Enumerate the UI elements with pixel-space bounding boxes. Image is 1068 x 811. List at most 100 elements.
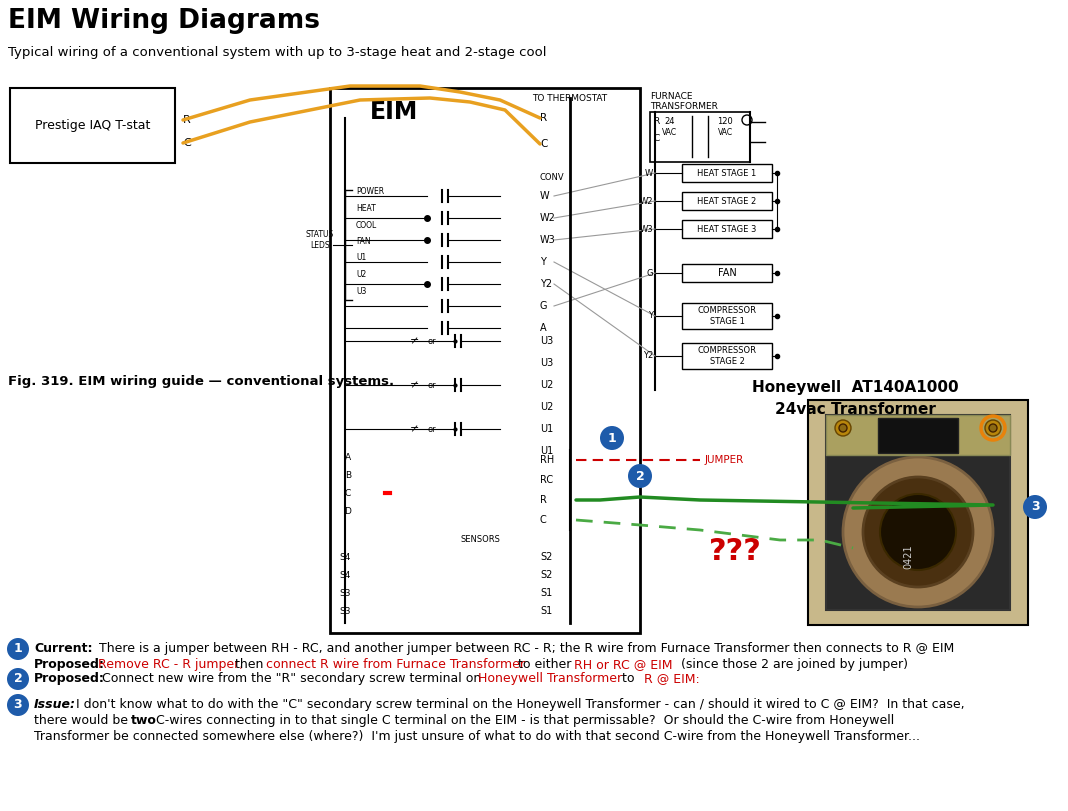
Text: S2: S2 — [540, 570, 552, 580]
Bar — [412, 204, 431, 212]
Bar — [500, 131, 536, 157]
Bar — [500, 602, 536, 620]
Text: Y2: Y2 — [540, 279, 552, 289]
Bar — [500, 251, 536, 273]
Bar — [355, 502, 384, 520]
Bar — [500, 566, 536, 584]
Text: (since those 2 are joined by jumper): (since those 2 are joined by jumper) — [677, 658, 908, 671]
Bar — [412, 221, 431, 229]
Text: POWER: POWER — [356, 187, 384, 196]
Text: R: R — [183, 115, 191, 125]
Text: U2: U2 — [540, 380, 553, 390]
Circle shape — [1023, 495, 1047, 519]
Text: S1: S1 — [540, 588, 552, 598]
Bar — [500, 450, 536, 470]
Bar — [500, 131, 536, 157]
Text: connect R wire from Furnace Transformer: connect R wire from Furnace Transformer — [266, 658, 525, 671]
Text: JUMPER: JUMPER — [705, 455, 744, 465]
Bar — [650, 112, 750, 162]
Text: S3: S3 — [340, 589, 351, 598]
Text: G: G — [646, 268, 653, 277]
Text: W3: W3 — [640, 225, 653, 234]
Bar — [500, 207, 536, 229]
Text: 1: 1 — [14, 642, 22, 655]
Text: U3: U3 — [356, 286, 366, 295]
Bar — [682, 264, 772, 282]
Text: W: W — [540, 191, 550, 201]
Text: 3: 3 — [14, 698, 22, 711]
Circle shape — [7, 638, 29, 660]
Bar — [412, 188, 431, 196]
Bar — [500, 295, 536, 317]
Bar — [500, 374, 536, 396]
Text: U2: U2 — [356, 270, 366, 279]
Text: EIM Wiring Diagrams: EIM Wiring Diagrams — [7, 8, 320, 34]
Text: C: C — [540, 139, 548, 149]
Bar — [500, 470, 536, 490]
Text: CONV: CONV — [540, 173, 565, 182]
Text: there would be: there would be — [34, 714, 132, 727]
Bar — [355, 602, 384, 620]
Text: W2: W2 — [640, 196, 653, 205]
Text: RC: RC — [540, 475, 553, 485]
Text: Remove RC - R jumper,: Remove RC - R jumper, — [98, 658, 244, 671]
Text: RH or RC @ EIM: RH or RC @ EIM — [574, 658, 673, 671]
Text: to: to — [618, 672, 639, 685]
Bar — [355, 448, 384, 466]
Bar — [826, 415, 1010, 455]
Text: Connect new wire from the "R" secondary screw terminal on: Connect new wire from the "R" secondary … — [98, 672, 485, 685]
Text: 3: 3 — [1031, 500, 1039, 513]
Text: C: C — [345, 488, 351, 497]
Text: FURNACE
TRANSFORMER: FURNACE TRANSFORMER — [650, 92, 718, 111]
Bar — [500, 207, 536, 229]
Bar — [500, 185, 536, 207]
Bar — [355, 466, 384, 484]
Text: HEAT STAGE 1: HEAT STAGE 1 — [697, 169, 756, 178]
Bar — [500, 273, 536, 295]
Text: Y: Y — [540, 257, 546, 267]
Circle shape — [7, 668, 29, 690]
Text: S4: S4 — [340, 552, 351, 561]
Bar — [682, 220, 772, 238]
Text: A: A — [540, 323, 547, 333]
Text: A: A — [345, 453, 351, 461]
Text: Prestige IAQ T-stat: Prestige IAQ T-stat — [35, 119, 151, 132]
Bar — [500, 566, 536, 584]
Text: Y: Y — [648, 311, 653, 320]
Bar — [500, 548, 536, 566]
Text: R: R — [653, 117, 659, 126]
Bar — [500, 470, 536, 490]
Text: or: or — [427, 380, 437, 389]
Bar — [826, 415, 1010, 610]
Text: B: B — [345, 470, 351, 479]
Bar — [10, 88, 175, 163]
Bar — [500, 396, 536, 418]
Text: U3: U3 — [540, 336, 553, 346]
Bar — [500, 229, 536, 251]
Circle shape — [7, 694, 29, 716]
Text: FAN: FAN — [718, 268, 736, 278]
Text: HEAT STAGE 3: HEAT STAGE 3 — [697, 225, 757, 234]
Text: Fig. 319. EIM wiring guide — conventional systems.: Fig. 319. EIM wiring guide — conventiona… — [7, 375, 394, 388]
Text: Honeywell  AT140A1000: Honeywell AT140A1000 — [752, 380, 958, 395]
Text: D: D — [344, 507, 351, 516]
Bar — [355, 548, 384, 566]
Bar — [500, 317, 536, 339]
Bar — [500, 105, 536, 131]
Text: HEAT STAGE 2: HEAT STAGE 2 — [697, 196, 756, 205]
Bar — [355, 566, 384, 584]
Text: 1: 1 — [608, 431, 616, 444]
Bar — [500, 602, 536, 620]
Bar — [355, 502, 384, 520]
Bar — [355, 548, 384, 566]
Text: W: W — [645, 169, 653, 178]
Text: 2: 2 — [14, 672, 22, 685]
Text: I don't know what to do with the "C" secondary screw terminal on the Honeywell T: I don't know what to do with the "C" sec… — [72, 698, 964, 711]
Text: R: R — [540, 113, 547, 123]
Bar — [682, 164, 772, 182]
Text: 0421: 0421 — [904, 545, 913, 569]
Bar — [682, 303, 772, 329]
Bar — [500, 317, 536, 339]
Text: COMPRESSOR
STAGE 1: COMPRESSOR STAGE 1 — [697, 307, 756, 326]
Text: 120: 120 — [717, 117, 733, 126]
